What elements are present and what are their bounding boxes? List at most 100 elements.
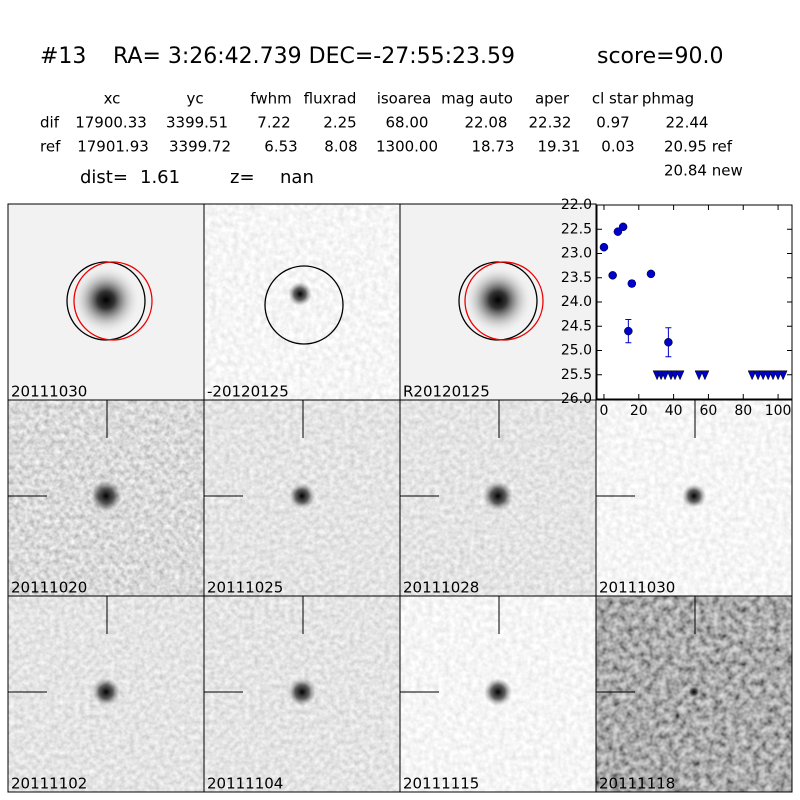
stamp: 20111030 <box>595 399 793 597</box>
table-extra: 20.84 new <box>664 162 743 180</box>
y-tick-label: 25.0 <box>561 343 592 359</box>
stamp-label: 20111028 <box>403 579 479 597</box>
stamp: 20111028 <box>399 399 597 597</box>
table-cell: 8.08 <box>324 138 357 156</box>
table-cell: 19.31 <box>538 138 581 156</box>
plot-frame <box>596 204 793 400</box>
upper-limit-marker <box>694 370 704 381</box>
score: score=90.0 <box>597 44 724 69</box>
stamp-label: 20111025 <box>207 579 283 597</box>
stamp: 20111030 <box>7 203 205 401</box>
row-label: ref <box>40 138 61 156</box>
column-header: isoarea <box>377 90 432 108</box>
data-point <box>608 271 617 280</box>
y-tick-label: 23.0 <box>561 246 592 262</box>
stamp: R20120125 <box>399 203 597 401</box>
table-cell: 22.44 <box>666 114 709 132</box>
z-value: nan <box>280 167 314 188</box>
column-header: phmag <box>642 90 694 108</box>
x-tick-label: 100 <box>765 403 792 419</box>
stamp-label: 20111115 <box>403 775 479 793</box>
stamp-label: 20111118 <box>599 775 675 793</box>
stamp: 20111115 <box>399 595 597 793</box>
table-cell: 0.03 <box>601 138 634 156</box>
y-tick-label: 24.0 <box>561 294 592 310</box>
source <box>288 678 316 706</box>
x-tick-label: 80 <box>734 403 752 419</box>
stamp: 20111020 <box>7 399 205 597</box>
data-point <box>646 269 656 279</box>
data-point <box>599 242 609 252</box>
y-tick-label: 25.5 <box>561 367 592 383</box>
stamp-label: 20111020 <box>11 579 87 597</box>
table-cell: 17901.93 <box>77 138 149 156</box>
table-cell: 22.32 <box>529 114 572 132</box>
y-tick-label: 24.5 <box>561 318 592 334</box>
source <box>92 678 120 706</box>
y-tick-label: 22.5 <box>561 221 592 237</box>
stamp-grid: 20111030 -20120125 R20120125 20111020 201110… <box>7 203 793 793</box>
stamp-label: -20120125 <box>207 383 289 401</box>
table-cell: 20.95 ref <box>664 138 733 156</box>
data-point <box>618 222 628 232</box>
source <box>72 266 140 334</box>
light-curve: 22.0 22.5 23.0 23.5 24.0 24.5 25.0 25.5 26.0 0 20 4… <box>561 197 793 419</box>
table-cell: 18.73 <box>472 138 515 156</box>
table-cell: 22.08 <box>465 114 508 132</box>
column-header: mag auto <box>441 90 513 108</box>
data-point <box>624 326 633 336</box>
column-header: fluxrad <box>304 90 357 108</box>
y-tick-label: 26.0 <box>561 391 592 407</box>
coordinates: RA= 3:26:42.739 DEC=-27:55:23.59 <box>113 44 515 69</box>
object-id: #13 <box>40 44 86 69</box>
column-header: cl star <box>592 90 639 108</box>
source <box>288 282 312 306</box>
stamp-border <box>595 595 793 793</box>
source <box>688 686 700 698</box>
plot-area <box>597 205 792 399</box>
data-point <box>664 338 673 347</box>
stamp: 20111025 <box>203 399 401 597</box>
source <box>483 481 513 511</box>
stamp-label: 20111104 <box>207 775 283 793</box>
table-cell: 3399.51 <box>166 114 228 132</box>
upper-limit-marker <box>747 370 757 381</box>
x-tick-label: 40 <box>665 403 683 419</box>
table-cell: 3399.72 <box>169 138 231 156</box>
data-point <box>613 227 623 236</box>
aperture <box>464 261 544 341</box>
data-point <box>627 279 637 288</box>
column-header: xc <box>104 90 121 108</box>
source <box>484 678 512 706</box>
table-cell: 2.25 <box>323 114 356 132</box>
z-label: z= <box>230 167 255 188</box>
stamp: 20111104 <box>203 595 401 793</box>
table-cell: 1300.00 <box>376 138 438 156</box>
dist-value: 1.61 <box>140 167 180 188</box>
stamp: -20120125 <box>203 203 401 401</box>
column-header: aper <box>535 90 570 108</box>
stamp: 20111118 <box>595 595 793 793</box>
aperture <box>73 261 153 341</box>
y-tick-label: 22.0 <box>561 197 592 213</box>
upper-limit-marker <box>660 370 670 381</box>
header: #13 RA= 3:26:42.739 DEC=-27:55:23.59 score… <box>40 44 743 188</box>
table-cell: 68.00 <box>386 114 429 132</box>
stamp: 20111102 <box>7 595 205 793</box>
table-cell: 17900.33 <box>75 114 147 132</box>
x-tick-label: 20 <box>630 403 648 419</box>
column-header: yc <box>186 90 203 108</box>
row-label: dif <box>40 114 60 132</box>
stamp-label: 20111030 <box>599 579 675 597</box>
stamp-label: 20111030 <box>11 383 87 401</box>
table-cell: 0.97 <box>596 114 629 132</box>
source <box>289 483 315 509</box>
x-tick-label: 0 <box>600 403 609 419</box>
stamp-label: 20111102 <box>11 775 87 793</box>
column-header: fwhm <box>250 90 291 108</box>
source <box>90 480 122 512</box>
source <box>464 266 532 334</box>
table-cell: 6.53 <box>264 138 297 156</box>
upper-limit-marker <box>778 370 788 381</box>
